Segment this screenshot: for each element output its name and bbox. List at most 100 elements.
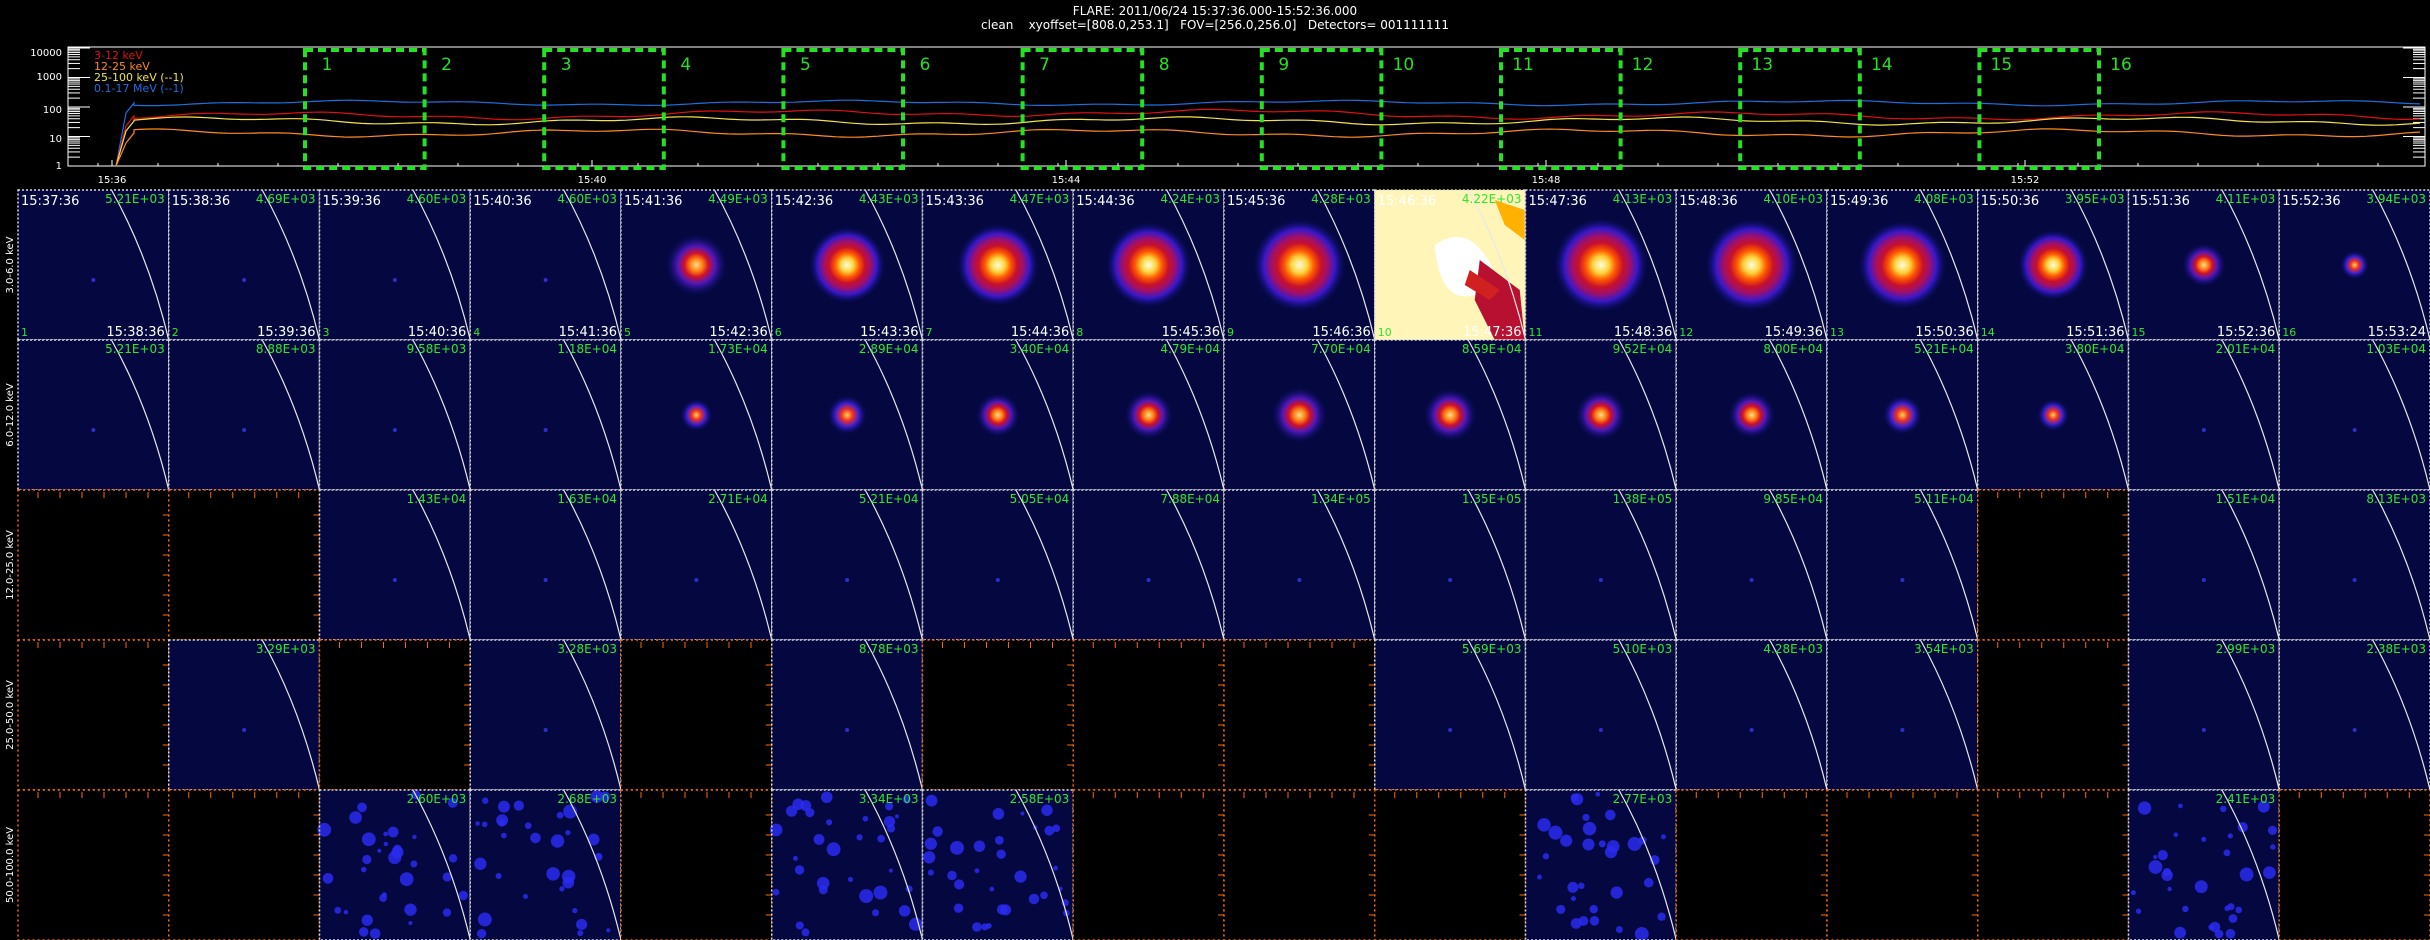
noise-blob (379, 894, 387, 902)
image-panel (1223, 789, 1376, 940)
interval-index: 14 (1981, 326, 1995, 339)
peak-value: 1.63E+04 (557, 492, 617, 506)
start-time: 15:43:36 (926, 194, 984, 209)
image-panel: 4.13E+03 15:47:36 15:48:36 11 (1524, 189, 1677, 341)
noise-blob (995, 835, 1004, 845)
noise-blob (577, 930, 584, 937)
faint-source (2352, 428, 2357, 432)
faint-source (1749, 728, 1754, 732)
panel-background (621, 790, 772, 940)
noise-blob (800, 800, 812, 812)
peak-value: 3.40E+04 (1010, 342, 1070, 356)
noise-blob (1542, 853, 1550, 860)
end-time: 15:44:36 (1011, 325, 1069, 340)
noise-blob (1605, 809, 1616, 821)
image-panel (17, 789, 170, 940)
panel-background (168, 790, 320, 940)
limb-arc (563, 339, 622, 491)
noise-blob (1537, 874, 1542, 880)
image-panel: 1.38E+05 (1524, 489, 1677, 641)
peak-value: 4.43E+03 (859, 192, 919, 206)
faint-source (1297, 578, 1302, 582)
panel-background (18, 340, 169, 490)
noise-blob (2257, 800, 2270, 813)
source-blob (1272, 387, 1327, 443)
limb-arc (1618, 639, 1677, 791)
noise-blob (349, 811, 362, 824)
panel-background (2128, 490, 2280, 640)
panel-background (319, 190, 471, 340)
noise-blob (1571, 793, 1584, 806)
interval-index: 16 (2282, 326, 2296, 339)
peak-value: 2.01E+04 (2216, 342, 2276, 356)
image-panel: 4.60E+03 15:40:36 15:41:36 4 (469, 189, 622, 341)
noise-blob (2225, 928, 2236, 939)
image-panel: 5.69E+03 (1374, 639, 1527, 791)
band-label: 3.0-6.0 keV (5, 236, 16, 293)
peak-value: 5.21E+04 (859, 492, 919, 506)
peak-value: 9.58E+03 (407, 342, 467, 356)
peak-value: 3.29E+03 (256, 642, 316, 656)
limb-arc (1618, 189, 1677, 341)
peak-value: 4.11E+03 (2216, 192, 2276, 206)
image-panel: 5.11E+04 (1826, 489, 1979, 641)
interval-number: 2 (441, 55, 452, 75)
noise-blob (816, 876, 830, 890)
interval-number: 8 (1159, 55, 1170, 75)
image-panel: 1.34E+05 (1223, 489, 1376, 641)
noise-blob (1041, 804, 1053, 816)
image-panel: 8.88E+03 (168, 339, 321, 491)
legend-entry: 3-12 keV (94, 49, 143, 62)
source-blob (827, 395, 867, 435)
faint-source (1448, 728, 1453, 732)
panel-background (1525, 490, 1677, 640)
source-blob (976, 393, 1020, 437)
panel-background (470, 790, 621, 940)
noise-blob (1028, 893, 1040, 905)
start-time: 15:44:36 (1076, 194, 1134, 209)
limb-arc (1166, 189, 1225, 341)
peak-value: 5.21E+03 (105, 342, 165, 356)
noise-blob (513, 800, 524, 811)
peak-value: 4.47E+03 (1010, 192, 1070, 206)
end-time: 15:41:36 (559, 325, 617, 340)
peak-value: 2.99E+03 (2216, 642, 2276, 656)
limb-arc (2070, 189, 2130, 341)
source-blob (1253, 219, 1345, 311)
panel-background (1827, 640, 1978, 790)
noise-blob (481, 821, 488, 828)
panel-background (470, 640, 621, 790)
image-panel: 4.43E+03 15:42:36 15:43:36 6 (771, 189, 924, 341)
noise-blob (2135, 908, 2142, 914)
image-panel: 8.00E+04 (1675, 339, 1828, 491)
peak-value: 4.79E+04 (1160, 342, 1220, 356)
noise-blob (2173, 832, 2179, 838)
start-time: 15:51:36 (2132, 194, 2190, 209)
noise-blob (501, 832, 507, 839)
y-tick-label: 10 (49, 134, 62, 145)
image-panel (168, 489, 321, 641)
limb-arc (110, 189, 170, 341)
faint-source (1146, 578, 1151, 582)
faint-source (2352, 578, 2357, 582)
noise-blob (1567, 881, 1579, 893)
x-tick-label: 15:52 (2011, 175, 2040, 186)
noise-blob (847, 876, 854, 882)
limb-arc (2221, 639, 2280, 791)
panel-background (1676, 640, 1827, 790)
limb-arc (1166, 339, 1225, 491)
peak-value: 3.94E+03 (2366, 192, 2426, 206)
image-panel: 4.49E+03 15:41:36 15:42:36 5 (620, 189, 773, 341)
image-panel (2278, 789, 2430, 940)
noise-blob (883, 816, 896, 828)
image-panel: 4.69E+03 15:38:36 15:39:36 2 (168, 189, 321, 341)
noise-blob (981, 923, 989, 931)
interval-index: 6 (775, 326, 782, 339)
end-time: 15:50:36 (1915, 325, 1973, 340)
limb-arc (1919, 339, 1979, 491)
limb-arc (864, 789, 924, 940)
panel-background (470, 490, 621, 640)
panel-border (2278, 789, 2430, 940)
peak-value: 4.24E+03 (1160, 192, 1220, 206)
